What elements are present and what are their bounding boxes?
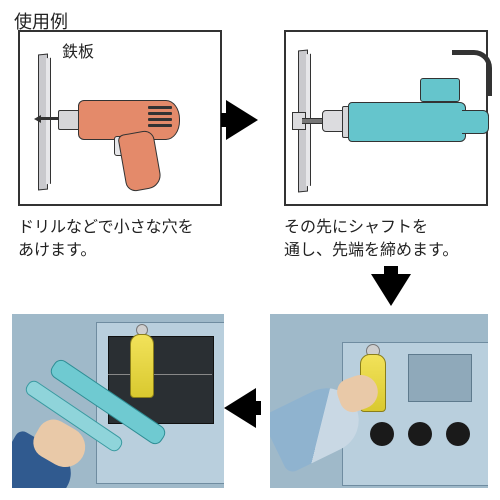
caption-2: その先にシャフトを通し、先端を締めます。 <box>284 216 494 262</box>
enclosure-shelf <box>108 374 212 375</box>
arrow-1-right-icon <box>226 100 258 140</box>
iron-plate-face <box>46 58 51 185</box>
photo-step-4 <box>12 314 224 488</box>
arrow-2-down-icon <box>371 274 411 306</box>
drill-vents <box>148 106 172 132</box>
punched-hole-1 <box>370 422 394 446</box>
arrow-3-left-icon <box>224 388 256 428</box>
label-iron-plate: 鉄板 <box>62 38 94 62</box>
hydraulic-tool-tail <box>462 110 489 134</box>
diagram-panel-2 <box>284 30 488 206</box>
hydraulic-tool-yellow-2 <box>130 334 154 398</box>
drill-bit <box>40 117 60 120</box>
hydraulic-tool-body <box>348 102 466 142</box>
drill-bit-tip <box>34 115 41 123</box>
hydraulic-hose <box>452 50 492 96</box>
punched-hole-2 <box>408 422 432 446</box>
punched-hole-3 <box>446 422 470 446</box>
photo-step-3 <box>270 314 488 488</box>
caption-1: ドリルなどで小さな穴をあけます。 <box>18 216 228 262</box>
enclosure-cutout <box>408 354 472 402</box>
diagram-panel-1: 鉄板 <box>18 30 222 206</box>
